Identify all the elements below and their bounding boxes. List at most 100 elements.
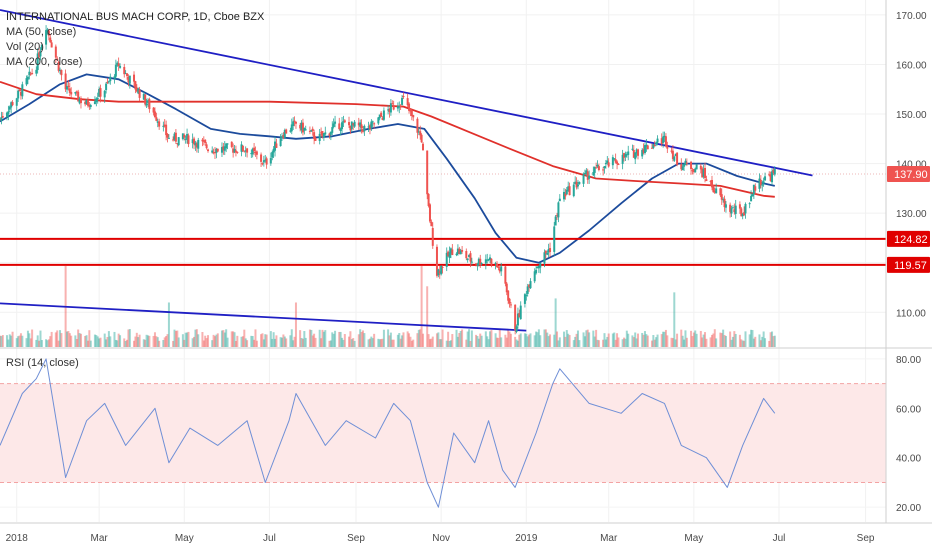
candle-body bbox=[568, 186, 571, 196]
volume-bar bbox=[165, 336, 168, 347]
volume-bar bbox=[762, 331, 765, 347]
candle-body bbox=[294, 121, 297, 124]
candle-body bbox=[461, 249, 464, 252]
candle-body bbox=[576, 184, 579, 187]
candle-body bbox=[264, 159, 267, 161]
volume-bar bbox=[710, 334, 713, 347]
volume-bar bbox=[367, 339, 370, 347]
volume-bar bbox=[769, 332, 772, 347]
volume-bar bbox=[680, 329, 683, 347]
candle-body bbox=[692, 168, 695, 172]
volume-bar bbox=[148, 335, 151, 347]
candle-body bbox=[773, 169, 776, 175]
volume-bar bbox=[428, 339, 431, 347]
volume-bar bbox=[155, 336, 158, 347]
time-tick-label: May bbox=[175, 533, 194, 544]
volume-bar bbox=[504, 334, 507, 347]
volume-bar bbox=[719, 332, 722, 347]
volume-bar bbox=[187, 331, 190, 347]
volume-bar bbox=[373, 333, 376, 347]
candle-body bbox=[769, 174, 772, 182]
candle-body bbox=[236, 151, 239, 153]
rsi-legend[interactable]: RSI (14, close) bbox=[6, 357, 79, 369]
volume-bar bbox=[664, 329, 667, 347]
volume-bar bbox=[722, 329, 725, 347]
candle-body bbox=[311, 128, 314, 132]
candle-body bbox=[77, 91, 80, 102]
volume-bar bbox=[186, 332, 189, 347]
candle-body bbox=[156, 121, 159, 123]
volume-bar bbox=[25, 338, 28, 347]
volume-bar bbox=[271, 338, 274, 347]
candle-body bbox=[563, 191, 566, 200]
volume-bar bbox=[127, 329, 130, 347]
candle-body bbox=[271, 152, 274, 158]
volume-bar bbox=[650, 340, 653, 347]
volume-bar bbox=[207, 335, 210, 347]
volume-bar bbox=[329, 340, 332, 347]
volume-bar bbox=[751, 330, 754, 347]
volume-bar bbox=[729, 331, 732, 347]
candle-body bbox=[382, 110, 385, 120]
volume-bar bbox=[338, 331, 341, 347]
volume-bar bbox=[662, 331, 665, 347]
volume-bar bbox=[0, 335, 1, 347]
candle-body bbox=[606, 160, 609, 163]
volume-bar bbox=[308, 329, 311, 347]
ma200-line bbox=[0, 80, 775, 198]
volume-bar bbox=[614, 339, 617, 347]
legend-volume[interactable]: Vol (20) bbox=[6, 41, 44, 53]
volume-bar bbox=[705, 338, 708, 347]
candle-body bbox=[36, 53, 39, 71]
volume-bar bbox=[88, 330, 91, 347]
candle-body bbox=[671, 150, 674, 160]
volume-bar bbox=[10, 335, 13, 347]
legend-ma200[interactable]: MA (200, close) bbox=[6, 56, 83, 68]
candle-body bbox=[489, 257, 492, 260]
candle-body bbox=[250, 153, 253, 155]
candle-body bbox=[603, 166, 606, 169]
volume-bar bbox=[269, 331, 272, 347]
volume-bar bbox=[7, 339, 10, 347]
candle-body bbox=[127, 76, 130, 83]
candle-body bbox=[54, 46, 57, 58]
volume-bar bbox=[694, 330, 697, 347]
volume-bar bbox=[398, 333, 401, 347]
candle-body bbox=[142, 93, 145, 100]
volume-bar bbox=[632, 337, 635, 347]
candle-body bbox=[262, 160, 265, 163]
candle-body bbox=[500, 266, 503, 272]
level-label-119-box bbox=[887, 256, 930, 273]
volume-bar bbox=[409, 336, 412, 347]
candle-body bbox=[468, 254, 471, 258]
volume-bar bbox=[89, 340, 92, 347]
legend-ma50[interactable]: MA (50, close) bbox=[6, 26, 77, 38]
candle-body bbox=[226, 143, 229, 145]
price-tick-label: 160.00 bbox=[896, 60, 927, 71]
volume-bar bbox=[497, 337, 500, 347]
candle-body bbox=[378, 114, 381, 119]
candle-body bbox=[420, 134, 423, 143]
candle-body bbox=[666, 146, 669, 149]
volume-bar bbox=[348, 336, 351, 347]
volume-bar bbox=[673, 292, 676, 347]
candle-body bbox=[78, 99, 81, 104]
candle-body bbox=[243, 150, 246, 152]
volume-bars bbox=[0, 266, 776, 347]
price-tick-label: 170.00 bbox=[896, 11, 927, 22]
candle-body bbox=[438, 271, 441, 274]
candle-body bbox=[49, 37, 52, 43]
candle-body bbox=[352, 123, 355, 126]
candle-body bbox=[363, 125, 366, 132]
volume-bar bbox=[138, 334, 141, 347]
candle-body bbox=[123, 66, 126, 75]
volume-bar bbox=[741, 340, 744, 347]
volume-bar bbox=[422, 333, 425, 347]
volume-bar bbox=[292, 340, 295, 347]
level-label-124-box bbox=[887, 230, 930, 247]
volume-bar bbox=[21, 335, 24, 347]
candle-body bbox=[602, 169, 605, 171]
volume-bar bbox=[461, 329, 464, 347]
candle-body bbox=[272, 148, 275, 153]
candle-body bbox=[126, 73, 129, 77]
